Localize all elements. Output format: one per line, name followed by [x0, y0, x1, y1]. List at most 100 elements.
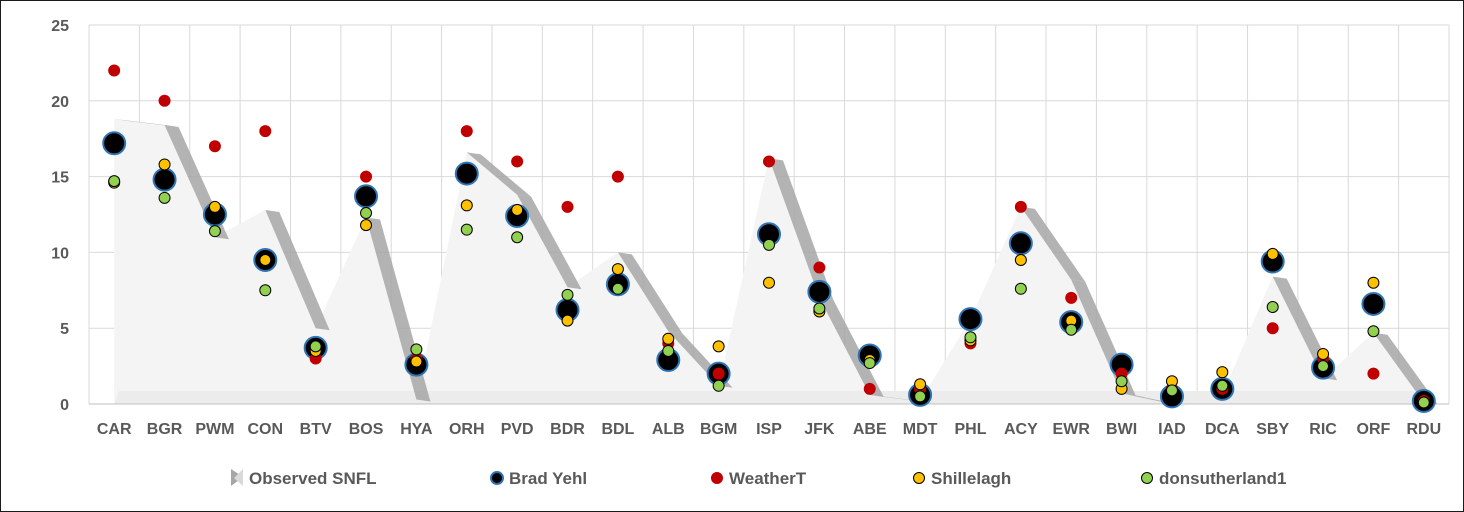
data-point	[561, 288, 574, 301]
x-tick-label: RDU	[1406, 421, 1441, 438]
observed-area-ribbon	[114, 118, 179, 128]
data-point	[611, 263, 624, 276]
data-point	[1014, 253, 1027, 266]
x-tick-label: ALB	[652, 421, 685, 438]
data-point	[158, 158, 171, 171]
y-tick-label: 10	[51, 245, 69, 262]
x-tick-label: CON	[248, 421, 284, 438]
x-tick-label: IAD	[1158, 421, 1186, 438]
data-point	[662, 332, 675, 345]
x-tick-label: BOS	[349, 421, 384, 438]
x-tick-label: HYA	[400, 421, 433, 438]
observed-area-ribbon	[466, 152, 532, 197]
x-tick-label: EWR	[1053, 421, 1091, 438]
data-point	[158, 94, 171, 107]
data-point	[763, 155, 775, 168]
data-point	[259, 284, 272, 297]
legend-label: WeatherT	[729, 469, 807, 488]
observed-area	[114, 118, 1438, 406]
data-point	[410, 355, 423, 368]
data-point	[763, 238, 775, 251]
data-point	[611, 170, 624, 183]
x-tick-label: BWI	[1106, 421, 1137, 438]
data-point	[1367, 325, 1380, 338]
data-point	[1165, 384, 1178, 397]
x-tick-label: ABE	[853, 421, 887, 438]
data-point	[914, 378, 927, 391]
markers	[102, 64, 1436, 413]
x-tick-label: MDT	[903, 421, 938, 438]
data-point	[1008, 231, 1033, 256]
data-point	[1065, 291, 1078, 304]
data-point	[511, 231, 524, 244]
observed-area-ribbon	[617, 252, 683, 334]
x-tick-label: DCA	[1205, 421, 1240, 438]
x-tick-label: RIC	[1309, 421, 1337, 438]
x-tick-label: PVD	[501, 421, 534, 438]
data-point	[208, 140, 221, 153]
y-tick-label: 5	[60, 321, 69, 338]
data-point	[1266, 300, 1279, 313]
x-tick-label: ORH	[449, 421, 485, 438]
data-point	[1367, 276, 1380, 289]
data-point	[1266, 322, 1279, 335]
data-point	[763, 276, 775, 289]
data-point	[958, 307, 983, 332]
data-point	[561, 314, 574, 327]
data-point	[460, 125, 473, 138]
data-point	[662, 344, 675, 357]
data-point	[712, 367, 725, 380]
data-point	[259, 253, 272, 266]
x-tick-label: PWM	[195, 421, 234, 438]
data-point	[360, 206, 373, 219]
data-point	[259, 125, 272, 138]
x-tick-label: BTV	[300, 421, 332, 438]
legend-swatch-face	[234, 469, 243, 486]
y-tick-label: 15	[51, 170, 69, 187]
x-tick-label: BDL	[601, 421, 634, 438]
observed-area-fill	[114, 118, 1424, 404]
data-point	[611, 282, 624, 295]
data-point	[1216, 379, 1229, 392]
data-point	[712, 340, 725, 353]
x-tick-label: BGR	[147, 421, 183, 438]
data-point	[460, 223, 473, 236]
data-point	[208, 225, 221, 238]
x-tick-label: CAR	[97, 421, 132, 438]
data-point	[460, 199, 473, 212]
data-point	[108, 175, 121, 188]
legend-swatch	[711, 472, 723, 484]
legend-label: Shillelagh	[931, 469, 1011, 488]
data-point	[309, 340, 322, 353]
data-point	[158, 191, 171, 204]
legend-item: donsutherland1	[1141, 469, 1287, 488]
y-tick-label: 25	[51, 18, 69, 35]
legend-item: WeatherT	[711, 469, 807, 488]
legend: Observed SNFL Brad Yehl WeatherT Shillelagh…	[231, 469, 1287, 488]
data-point	[511, 155, 524, 168]
legend-item: Brad Yehl	[490, 469, 587, 488]
x-tick-label: PHL	[954, 421, 986, 438]
data-point	[511, 203, 524, 216]
data-point	[1065, 323, 1078, 336]
data-point	[813, 261, 826, 274]
data-point	[454, 161, 479, 186]
x-tick-label: BGM	[700, 421, 737, 438]
data-point	[1216, 366, 1229, 379]
y-tick-label: 0	[60, 397, 69, 414]
legend-swatch	[1141, 472, 1153, 484]
axes: 0 5 10 15 20 25 CAR BGR PWM CON BTV BOS HYA ORH PVD BDR…	[51, 18, 1449, 438]
x-tick-label: BDR	[550, 421, 585, 438]
observed-area-ribbon	[819, 297, 884, 397]
legend-label: donsutherland1	[1159, 469, 1287, 488]
observed-area-floor	[114, 391, 1424, 404]
series-donsutherland1	[108, 175, 1430, 409]
data-point	[410, 343, 423, 356]
data-point	[1014, 282, 1027, 295]
data-point	[108, 64, 121, 77]
x-tick-label: SBY	[1256, 421, 1289, 438]
data-point	[712, 379, 725, 392]
legend-item: Shillelagh	[913, 469, 1011, 488]
data-point	[1367, 367, 1380, 380]
